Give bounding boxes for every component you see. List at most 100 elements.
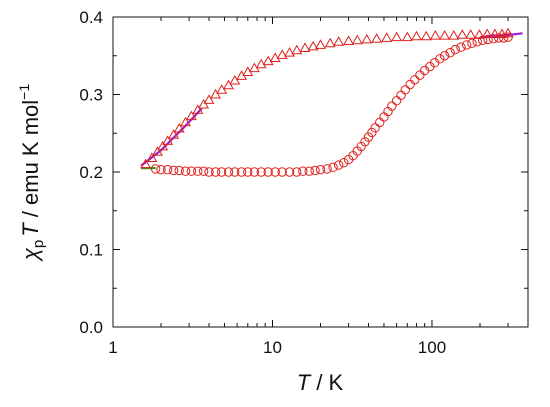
circle-point xyxy=(396,90,406,100)
circle-point xyxy=(439,51,450,61)
circle-point xyxy=(304,166,314,176)
circle-point xyxy=(322,164,332,174)
circle-point xyxy=(150,164,161,174)
circle-point xyxy=(400,85,410,95)
circle-point xyxy=(405,79,415,90)
circle-point xyxy=(270,167,280,177)
y-tick-label: 0.0 xyxy=(79,318,103,337)
triangle-point xyxy=(198,98,210,109)
circle-point xyxy=(292,167,302,177)
triangle-point xyxy=(391,31,403,42)
circle-point xyxy=(387,101,397,111)
axis-ticks xyxy=(112,16,529,328)
triangle-point xyxy=(439,29,451,40)
fit-line xyxy=(479,32,523,39)
triangle-point xyxy=(333,36,345,46)
triangle-point xyxy=(381,32,393,42)
circle-point xyxy=(243,167,253,177)
circle-point xyxy=(374,117,385,128)
circle-point xyxy=(156,164,166,175)
circle-point xyxy=(461,40,472,50)
circle-point xyxy=(277,167,287,177)
circle-point xyxy=(328,162,338,173)
circle-point xyxy=(450,44,460,55)
y-axis-sub: p xyxy=(30,240,47,248)
circle-point xyxy=(315,164,326,175)
triangle-point xyxy=(284,47,296,57)
circle-point xyxy=(410,75,420,85)
x-axis-label: T / K xyxy=(297,370,344,395)
triangle-point xyxy=(343,35,355,45)
circle-point xyxy=(186,166,197,176)
circle-point xyxy=(198,166,209,176)
triangle-point xyxy=(291,44,303,55)
triangle-point xyxy=(210,88,222,99)
triangle-point xyxy=(192,104,204,114)
x-tick-label: 10 xyxy=(263,338,282,357)
circle-point xyxy=(298,166,308,176)
circle-point xyxy=(456,42,466,52)
circle-point xyxy=(193,166,203,176)
circle-point xyxy=(488,34,499,44)
circle-point xyxy=(333,160,344,170)
circle-point xyxy=(168,165,179,176)
circle-point xyxy=(180,166,191,176)
triangle-point xyxy=(269,52,281,62)
triangle-point xyxy=(152,146,163,156)
triangle-point xyxy=(216,84,228,94)
circle-point xyxy=(467,38,477,49)
triangle-point xyxy=(361,33,373,44)
triangle-point xyxy=(401,31,413,42)
circle-point xyxy=(478,35,488,45)
y-tick-label: 0.3 xyxy=(79,86,103,105)
triangle-point xyxy=(448,29,460,40)
triangle-point xyxy=(162,135,174,145)
triangle-point xyxy=(307,40,319,51)
y-axis-label: χpT / emu K mol−1 xyxy=(16,84,47,262)
triangle-point xyxy=(140,158,152,169)
triangle-point xyxy=(146,152,158,162)
circle-point xyxy=(435,54,445,64)
triangle-point xyxy=(411,30,422,41)
circle-point xyxy=(223,167,234,177)
triangle-point xyxy=(371,33,383,43)
circle-point xyxy=(230,167,240,177)
circle-point xyxy=(483,34,493,45)
x-tick-label: 100 xyxy=(418,338,446,357)
circle-point xyxy=(499,33,509,43)
y-tick-label: 0.4 xyxy=(79,8,103,27)
triangle-point xyxy=(157,140,169,151)
y-axis-unit: / emu K mol xyxy=(18,100,43,223)
circle-point xyxy=(310,165,320,176)
circle-point xyxy=(210,167,221,177)
x-tick-label: 1 xyxy=(108,338,117,357)
circle-point xyxy=(216,167,227,177)
circle-point xyxy=(391,96,402,106)
circle-point xyxy=(249,167,260,177)
circle-point xyxy=(493,33,504,43)
circle-point xyxy=(472,37,482,47)
circle-point xyxy=(339,158,349,168)
circle-point xyxy=(363,132,374,142)
y-axis-sup: −1 xyxy=(16,84,32,100)
circle-point xyxy=(174,165,184,176)
y-axis-var: T xyxy=(18,222,43,237)
data-markers xyxy=(140,27,514,177)
circle-point xyxy=(370,123,380,133)
triangle-point xyxy=(168,129,180,139)
triangle-point xyxy=(420,30,432,41)
triangle-point xyxy=(465,29,477,39)
circle-point xyxy=(445,47,455,58)
triangle-point xyxy=(429,29,441,40)
triangle-point xyxy=(255,58,267,69)
triangle-point xyxy=(456,29,468,39)
circle-point xyxy=(379,112,389,122)
triangle-point xyxy=(315,39,326,49)
circle-point xyxy=(256,167,266,177)
x-axis-var: T xyxy=(297,370,312,395)
triangle-point xyxy=(324,37,336,48)
circle-point xyxy=(415,70,425,80)
y-axis-chi: χ xyxy=(18,247,43,262)
tick-labels: 1 10 100 0.0 0.1 0.2 0.3 0.4 xyxy=(79,8,446,357)
circle-point xyxy=(162,164,173,175)
